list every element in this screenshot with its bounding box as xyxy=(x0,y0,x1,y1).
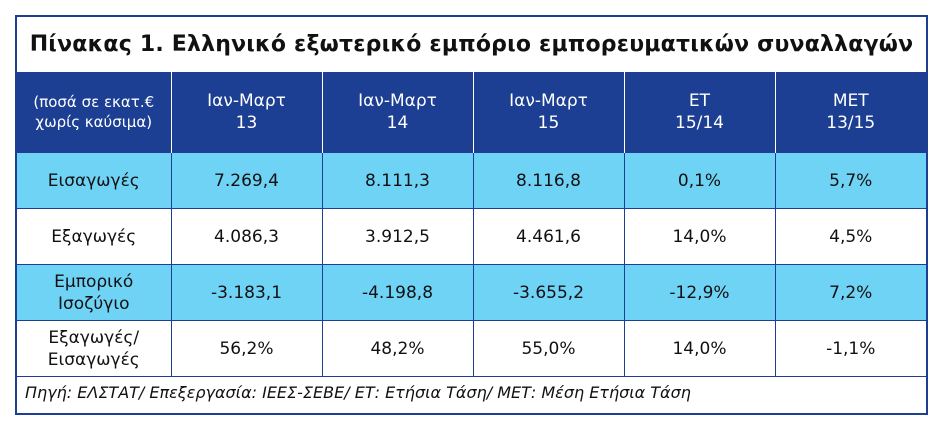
source-note: Πηγή: ΕΛΣΤΑΤ/ Επεξεργασία: ΙΕΕΣ-ΣΕΒΕ/ ΕΤ… xyxy=(25,383,691,402)
table-cell: 48,2% xyxy=(321,320,474,377)
row-label-line1: Εξαγωγές/ xyxy=(48,327,140,348)
table-row-export-import-ratio: Εξαγωγές/ Εισαγωγές 56,2% 48,2% 55,0% 14… xyxy=(17,320,926,377)
header-line2: 15 xyxy=(537,113,560,133)
table-cell: -4.198,8 xyxy=(321,264,474,321)
table-cell: -12,9% xyxy=(623,264,776,321)
header-line1: ΜΕΤ xyxy=(832,91,869,111)
header-jan-mar-14: Ιαν-Μαρτ 14 xyxy=(321,72,473,153)
row-label: Εξαγωγές xyxy=(17,208,172,265)
table-cell: 7,2% xyxy=(774,264,926,321)
header-avg-annual-trend: ΜΕΤ 13/15 xyxy=(774,72,926,153)
table-cell: 14,0% xyxy=(623,208,776,265)
header-jan-mar-13: Ιαν-Μαρτ 13 xyxy=(170,72,322,153)
table-frame: Πίνακας 1. Ελληνικό εξωτερικό εμπόριο εμ… xyxy=(15,15,928,415)
table-cell: -1,1% xyxy=(774,320,926,377)
header-row: (ποσά σε εκατ.€ χωρίς καύσιμα) Ιαν-Μαρτ … xyxy=(17,72,926,153)
header-line2: 14 xyxy=(386,113,409,133)
header-line1: Ιαν-Μαρτ xyxy=(207,91,286,111)
header-line1: ΕΤ xyxy=(688,91,711,111)
row-label: Εξαγωγές/ Εισαγωγές xyxy=(17,320,172,377)
table-cell: 8.116,8 xyxy=(472,152,625,209)
table-row-exports: Εξαγωγές 4.086,3 3.912,5 4.461,6 14,0% 4… xyxy=(17,208,926,265)
table-cell: 14,0% xyxy=(623,320,776,377)
table-cell: 4.461,6 xyxy=(472,208,625,265)
header-line2: 13/15 xyxy=(826,113,876,133)
header-units-line1: (ποσά σε εκατ.€ xyxy=(33,93,155,111)
header-units: (ποσά σε εκατ.€ χωρίς καύσιμα) xyxy=(17,72,171,153)
row-label-text: Εξαγωγές xyxy=(51,226,137,247)
table-row-trade-balance: Εμπορικό Ισοζύγιο -3.183,1 -4.198,8 -3.6… xyxy=(17,264,926,321)
table-title: Πίνακας 1. Ελληνικό εξωτερικό εμπόριο εμ… xyxy=(29,32,914,57)
header-annual-trend: ΕΤ 15/14 xyxy=(623,72,775,153)
header-line1: Ιαν-Μαρτ xyxy=(509,91,588,111)
trade-table: (ποσά σε εκατ.€ χωρίς καύσιμα) Ιαν-Μαρτ … xyxy=(17,72,926,377)
row-label-line2: Εισαγωγές xyxy=(47,349,140,370)
table-cell: 56,2% xyxy=(170,320,323,377)
table-cell: 55,0% xyxy=(472,320,625,377)
table-cell: -3.183,1 xyxy=(170,264,323,321)
table-cell: 3.912,5 xyxy=(321,208,474,265)
table-cell: 5,7% xyxy=(774,152,926,209)
table-cell: 0,1% xyxy=(623,152,776,209)
table-cell: 4.086,3 xyxy=(170,208,323,265)
header-units-line2: χωρίς καύσιμα) xyxy=(35,113,153,131)
header-line2: 15/14 xyxy=(675,113,724,133)
table-cell: 7.269,4 xyxy=(170,152,323,209)
header-line1: Ιαν-Μαρτ xyxy=(358,91,437,111)
header-line2: 13 xyxy=(235,113,258,133)
table-cell: 4,5% xyxy=(774,208,926,265)
table-cell: 8.111,3 xyxy=(321,152,474,209)
row-label-text: Εισαγωγές xyxy=(47,170,140,191)
row-label-line1: Εμπορικό xyxy=(54,271,134,292)
row-label: Εμπορικό Ισοζύγιο xyxy=(17,264,172,321)
header-jan-mar-15: Ιαν-Μαρτ 15 xyxy=(472,72,624,153)
row-label: Εισαγωγές xyxy=(17,152,172,209)
table-row-imports: Εισαγωγές 7.269,4 8.111,3 8.116,8 0,1% 5… xyxy=(17,152,926,209)
row-label-line2: Ισοζύγιο xyxy=(58,293,130,314)
table-cell: -3.655,2 xyxy=(472,264,625,321)
